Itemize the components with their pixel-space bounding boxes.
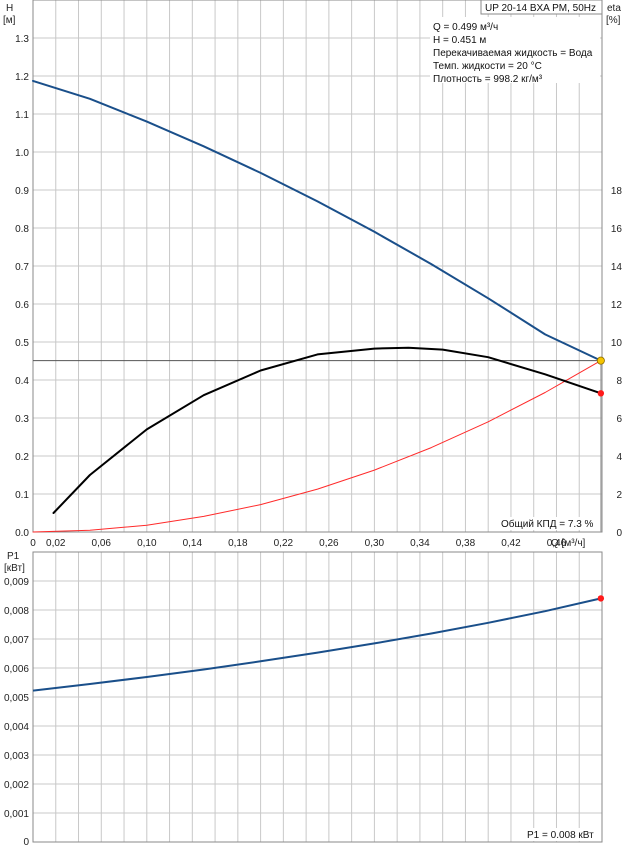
efficiency-curve bbox=[52, 346, 602, 514]
eta-tick-label: 18 bbox=[611, 186, 623, 197]
top-x-tick-labels: 0 0,02 0,06 0,10 0,14 0,18 0,22 0,26 0,30 0,34 0,3… bbox=[30, 538, 566, 549]
p1-tick-label: 0 bbox=[23, 837, 29, 846]
p1-tick-label: 0,008 bbox=[4, 606, 29, 617]
h-tick-label: 0.5 bbox=[15, 338, 29, 349]
system-curve bbox=[32, 360, 602, 533]
top-left-tick-labels: 0.0 0.1 0.2 0.3 0.4 0.5 0.6 0.7 0.8 0.9 1.0 1.1 1.2 1… bbox=[15, 34, 29, 539]
info-line: Q = 0.499 м³/ч bbox=[433, 22, 498, 33]
x-tick-label: 0,26 bbox=[319, 538, 339, 549]
top-chart-grid bbox=[33, 0, 602, 532]
x-axis-label: Q [м³/ч] bbox=[551, 538, 586, 549]
bottom-curves bbox=[32, 595, 605, 692]
info-line: Темп. жидкости = 20 °C bbox=[433, 61, 542, 72]
eta-tick-label: 16 bbox=[611, 224, 623, 235]
p1-tick-label: 0,003 bbox=[4, 751, 29, 762]
x-tick-label: 0,38 bbox=[456, 538, 476, 549]
p1-tick-label: 0,007 bbox=[4, 635, 29, 646]
h-tick-label: 0.4 bbox=[15, 376, 29, 387]
h-tick-label: 1.3 bbox=[15, 34, 29, 45]
top-curves bbox=[32, 79, 605, 533]
p1-tick-label: 0,001 bbox=[4, 809, 29, 820]
eta-tick-label: 2 bbox=[616, 490, 622, 501]
eta-tick-label: 8 bbox=[616, 376, 622, 387]
y-axis-label-p1: P1 bbox=[7, 551, 20, 562]
p1-tick-label: 0,002 bbox=[4, 780, 29, 791]
h-tick-label: 0.9 bbox=[15, 186, 29, 197]
h-tick-label: 0.1 bbox=[15, 490, 29, 501]
power-note: P1 = 0.008 кВт bbox=[527, 830, 594, 841]
h-tick-label: 0.7 bbox=[15, 262, 29, 273]
x-tick-label: 0 bbox=[30, 538, 36, 549]
info-line: Перекачиваемая жидкость = Вода bbox=[433, 48, 593, 59]
efficiency-end-point bbox=[597, 390, 605, 397]
head-curve bbox=[32, 79, 602, 362]
info-backdrop bbox=[430, 17, 600, 83]
x-tick-label: 0,42 bbox=[501, 538, 521, 549]
x-tick-label: 0,14 bbox=[183, 538, 203, 549]
info-line: Плотность = 998.2 кг/м³ bbox=[433, 74, 543, 85]
y-axis-unit-eta: [%] bbox=[606, 15, 621, 26]
operating-info: Q = 0.499 м³/ч H = 0.451 м Перекачиваемая … bbox=[433, 22, 593, 85]
h-tick-label: 1.1 bbox=[15, 110, 29, 121]
power-end-point bbox=[597, 595, 605, 602]
title-box bbox=[480, 0, 603, 15]
eta-tick-label: 12 bbox=[611, 300, 623, 311]
x-tick-label: 0,18 bbox=[228, 538, 248, 549]
bottom-tick-labels: 0 0,001 0,002 0,003 0,004 0,005 0,006 0,007 0,00… bbox=[4, 577, 29, 846]
p1-tick-label: 0,009 bbox=[4, 577, 29, 588]
power-note-backdrop bbox=[525, 828, 600, 841]
p1-tick-label: 0,004 bbox=[4, 722, 29, 733]
power-curve bbox=[32, 597, 602, 692]
eta-tick-label: 10 bbox=[611, 338, 623, 349]
y-axis-label-h: H bbox=[6, 3, 13, 14]
h-tick-label: 0.2 bbox=[15, 452, 29, 463]
bottom-plot-border bbox=[32, 551, 603, 843]
operating-point bbox=[596, 356, 605, 365]
x-tick-label: 0,46 bbox=[547, 538, 567, 549]
p1-tick-label: 0,006 bbox=[4, 664, 29, 675]
h-tick-label: 1.0 bbox=[15, 148, 29, 159]
x-tick-label: 0,34 bbox=[410, 538, 430, 549]
eta-tick-label: 4 bbox=[616, 452, 622, 463]
chart-title: UP 20-14 BXA PM, 50Hz bbox=[485, 3, 596, 14]
y-axis-label-eta: eta bbox=[607, 3, 621, 14]
x-tick-label: 0,06 bbox=[92, 538, 112, 549]
x-tick-label: 0,02 bbox=[46, 538, 66, 549]
eta-tick-label: 0 bbox=[616, 528, 622, 539]
h-tick-label: 0.0 bbox=[15, 528, 29, 539]
h-tick-label: 0.8 bbox=[15, 224, 29, 235]
y-axis-unit-h: [м] bbox=[3, 15, 16, 26]
x-tick-label: 0,30 bbox=[365, 538, 385, 549]
top-right-tick-labels: 0 2 4 6 8 10 12 14 16 18 bbox=[611, 186, 623, 539]
h-tick-label: 0.6 bbox=[15, 300, 29, 311]
h-tick-label: 0.3 bbox=[15, 414, 29, 425]
eta-tick-label: 6 bbox=[616, 414, 622, 425]
x-tick-label: 0,10 bbox=[137, 538, 157, 549]
efficiency-note: Общий КПД = 7.3 % bbox=[501, 518, 594, 530]
bottom-chart-grid bbox=[33, 552, 602, 842]
h-tick-label: 1.2 bbox=[15, 72, 29, 83]
x-tick-label: 0,22 bbox=[274, 538, 294, 549]
y-axis-unit-p1: [кВт] bbox=[4, 563, 25, 574]
eta-tick-label: 14 bbox=[611, 262, 623, 273]
efficiency-note-backdrop bbox=[499, 517, 600, 530]
top-plot-border bbox=[32, 0, 603, 533]
info-line: H = 0.451 м bbox=[433, 35, 486, 46]
p1-tick-label: 0,005 bbox=[4, 693, 29, 704]
